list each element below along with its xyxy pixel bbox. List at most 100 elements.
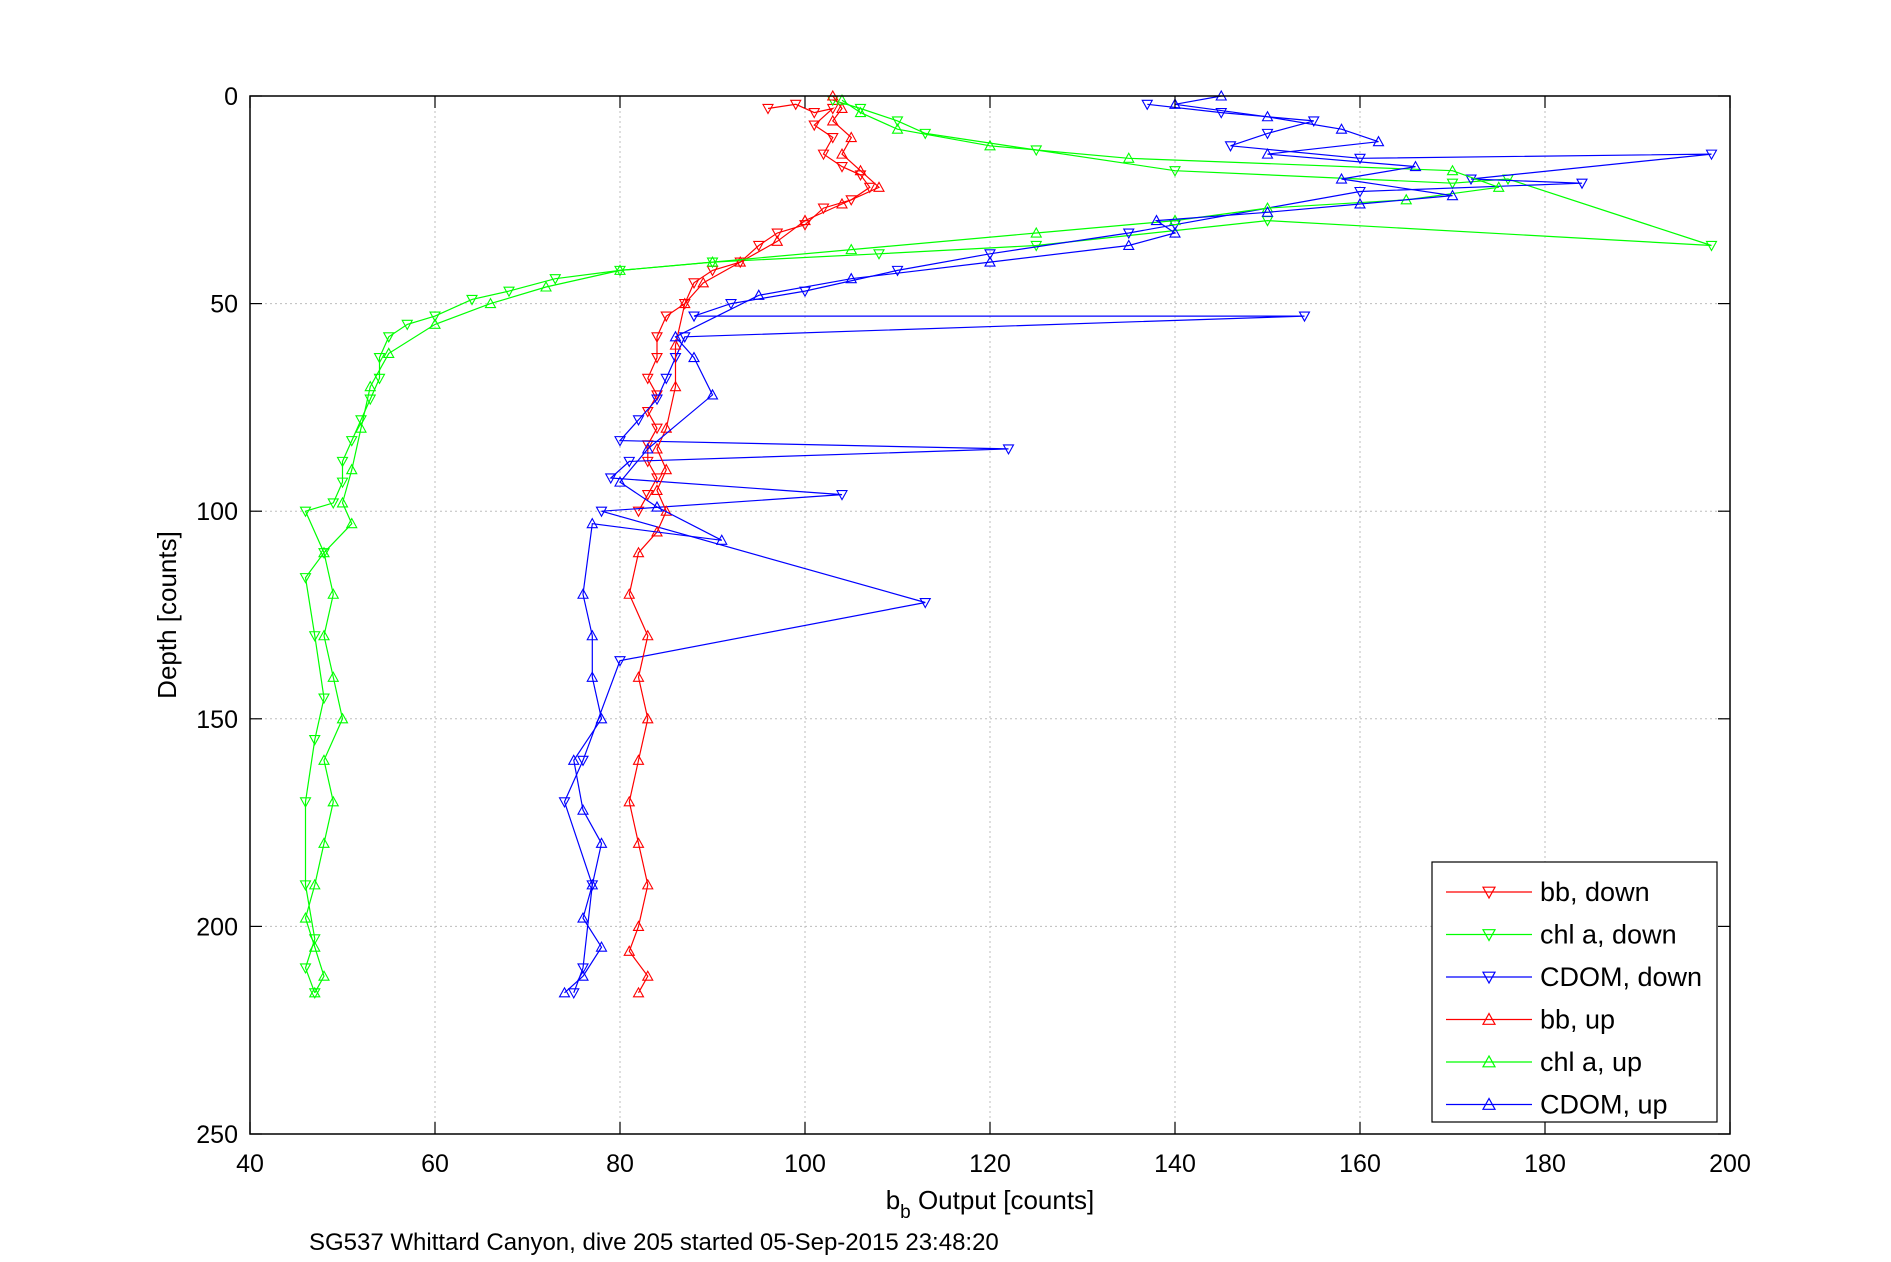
legend-box [1431, 861, 1718, 1123]
y-tick-label-4: 200 [196, 913, 238, 941]
series-4-point-7 [318, 754, 330, 765]
legend: bb, down chl a, down CDOM, down bb, up chl a… [1431, 861, 1718, 1123]
series-4-point-14 [336, 496, 349, 508]
series-4-point-1 [318, 970, 330, 981]
y-tick-label-2: 100 [196, 498, 238, 526]
series-1-point-2 [891, 116, 904, 128]
series-0-point-9 [863, 182, 876, 194]
series-4-point-11 [327, 588, 340, 599]
legend-marker-5 [1481, 1097, 1497, 1110]
x-tick-label-1: 60 [421, 1150, 449, 1178]
series-2-point-27 [836, 490, 848, 501]
series-5-point-18 [688, 351, 700, 363]
legend-marker-1 [1481, 929, 1497, 942]
series-5 [558, 89, 1459, 998]
series-0-point-20 [651, 332, 663, 343]
series-0-point-17 [688, 278, 700, 289]
series-0-point-14 [752, 240, 765, 252]
y-axis-label: Depth [counts] [152, 531, 182, 699]
series-3-point-10 [641, 629, 654, 641]
series-2-point-34 [577, 963, 589, 975]
series-1-point-20 [373, 353, 386, 364]
series-4-point-24 [845, 243, 858, 255]
y-tick-label-1: 50 [210, 291, 238, 319]
series-5-point-24 [1169, 226, 1181, 238]
series-3-point-20 [669, 338, 682, 350]
series-1-point-11 [873, 249, 885, 260]
legend-label-3: bb, up [1540, 1005, 1615, 1035]
series-4-point-20 [484, 297, 497, 309]
x-tick-label-4: 120 [969, 1150, 1011, 1178]
series-4-point-23 [706, 255, 719, 267]
series-2-point-28 [595, 506, 608, 518]
series-0-point-2 [808, 108, 821, 119]
series-4 [299, 94, 1505, 998]
series-3-point-23 [734, 255, 747, 267]
series-4-point-10 [318, 629, 330, 641]
series-0-point-0 [762, 103, 774, 115]
series-line-3 [628, 95, 881, 994]
series-3-point-19 [669, 380, 682, 392]
series-3-point-1 [641, 970, 654, 981]
series-0-point-5 [826, 132, 839, 144]
series-4-point-19 [429, 318, 441, 329]
series-5-point-12 [586, 517, 599, 529]
series-5-point-33 [1335, 123, 1348, 134]
series-2-point-35 [567, 988, 580, 999]
legend-label-2: CDOM, down [1540, 962, 1702, 992]
series-3 [623, 89, 885, 998]
series-4-point-30 [1446, 164, 1459, 176]
series-3-point-24 [771, 235, 784, 246]
series-5-point-22 [984, 255, 996, 267]
series-3-point-30 [845, 131, 858, 143]
y-tick-label-3: 150 [196, 706, 238, 734]
x-axis-label: bb Output [counts] [886, 1185, 1095, 1223]
series-3-point-2 [623, 945, 636, 956]
series-0-point-1 [789, 99, 802, 111]
legend-label-4: chl a, up [1540, 1047, 1642, 1077]
series-5-point-25 [1150, 214, 1163, 226]
series-0-point-13 [771, 228, 784, 240]
series-5-point-23 [1122, 239, 1135, 251]
x-tick-label-2: 80 [606, 1150, 634, 1178]
series-3-point-28 [854, 164, 867, 176]
series-5-point-3 [577, 911, 589, 923]
series-2-point-21 [651, 394, 663, 406]
series-4-point-34 [854, 106, 867, 118]
series-4-point-29 [1492, 181, 1505, 192]
series-1-point-27 [327, 498, 340, 510]
series-4-point-9 [327, 671, 340, 682]
series-1-point-28 [299, 506, 312, 518]
series-4-point-5 [318, 837, 330, 848]
series-line-5 [564, 95, 1453, 994]
series-1-point-19 [382, 332, 395, 343]
x-tick-label-6: 160 [1339, 1150, 1381, 1178]
series-3-point-31 [826, 114, 839, 126]
series-4-point-15 [345, 463, 358, 475]
series-2-point-13 [891, 265, 904, 277]
x-axis-label-subscript: b [900, 1202, 911, 1223]
series-4-point-25 [1030, 226, 1043, 238]
series-4-point-22 [614, 264, 626, 275]
series-2-point-20 [660, 373, 673, 385]
axis-ticks: 40 60 80 100 120 140 160 180 200 0 50 100 150 200 250 [196, 83, 1751, 1178]
series-0-point-4 [808, 120, 821, 132]
series-1-point-5 [1169, 166, 1181, 177]
series-2-point-24 [1002, 444, 1015, 456]
series-4-point-12 [318, 546, 330, 558]
series-3-point-15 [651, 484, 663, 495]
series-4-point-32 [984, 139, 996, 151]
series-3-point-3 [632, 920, 645, 931]
series-1-point-8 [1705, 240, 1718, 252]
series-5-point-8 [595, 712, 608, 724]
series-3-point-9 [632, 671, 645, 682]
series-5-point-13 [715, 534, 728, 545]
series-5-point-28 [1446, 189, 1459, 201]
series-5-point-35 [1169, 98, 1181, 109]
series-1-point-30 [299, 573, 312, 584]
series-2-point-15 [725, 299, 737, 310]
series-2-point-29 [919, 597, 932, 609]
series-3-point-26 [836, 197, 848, 209]
series-5-point-21 [845, 272, 858, 284]
